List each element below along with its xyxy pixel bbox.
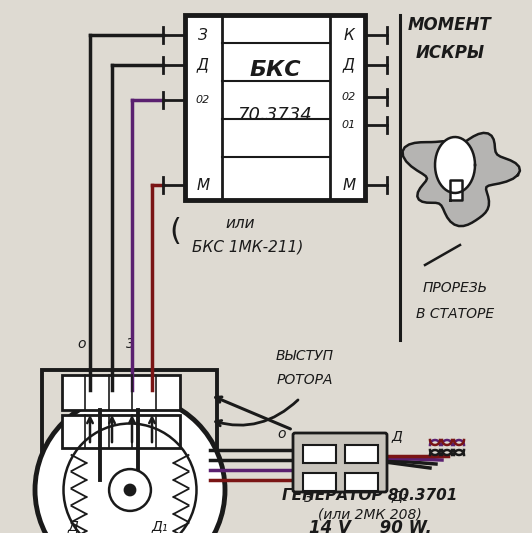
- Text: о: о: [278, 427, 286, 441]
- Text: БКС 1МК-211): БКС 1МК-211): [192, 240, 304, 255]
- Bar: [62, 415, 180, 448]
- Bar: [345, 473, 378, 491]
- Polygon shape: [403, 133, 520, 226]
- Circle shape: [35, 395, 225, 533]
- Text: 01: 01: [342, 120, 356, 130]
- Text: РОТОРА: РОТОРА: [277, 373, 333, 387]
- Text: Д: Д: [197, 58, 209, 72]
- Text: (: (: [169, 217, 181, 246]
- Text: 14 V     90 W.: 14 V 90 W.: [309, 519, 431, 533]
- Text: М: М: [196, 177, 210, 192]
- Text: ВЫСТУП: ВЫСТУП: [276, 349, 334, 363]
- Bar: [345, 445, 378, 463]
- Text: БКС: БКС: [249, 60, 301, 80]
- Text: 3: 3: [304, 491, 312, 505]
- Circle shape: [109, 469, 151, 511]
- Text: Д₁: Д₁: [152, 519, 168, 533]
- Text: Д: Д: [392, 429, 402, 443]
- Text: М: М: [343, 177, 355, 192]
- Text: К: К: [344, 28, 354, 43]
- Bar: [303, 473, 336, 491]
- Polygon shape: [435, 137, 475, 193]
- Text: В СТАТОРЕ: В СТАТОРЕ: [416, 307, 494, 321]
- Circle shape: [124, 484, 136, 496]
- Text: 02: 02: [196, 95, 210, 105]
- Text: 70.3734: 70.3734: [238, 106, 312, 124]
- Text: ИСКРЫ: ИСКРЫ: [415, 44, 485, 62]
- Bar: [185, 15, 365, 200]
- Text: Д: Д: [68, 519, 78, 533]
- Text: о: о: [78, 337, 86, 351]
- Polygon shape: [450, 180, 462, 200]
- Text: МОМЕНТ: МОМЕНТ: [408, 16, 492, 34]
- Bar: [62, 375, 180, 410]
- FancyBboxPatch shape: [293, 433, 387, 492]
- Text: Д: Д: [343, 58, 355, 72]
- Bar: [303, 445, 336, 463]
- Text: 3: 3: [126, 337, 135, 351]
- Text: 02: 02: [342, 92, 356, 102]
- Text: ПРОРЕЗЬ: ПРОРЕЗЬ: [422, 281, 487, 295]
- Text: Д₁: Д₁: [392, 489, 408, 503]
- Text: или: или: [225, 216, 255, 231]
- Text: (или 2МК 208): (или 2МК 208): [318, 507, 422, 521]
- Text: З: З: [198, 28, 208, 43]
- Bar: [42, 370, 217, 480]
- Text: ГЕНЕРАТОР 80.3701: ГЕНЕРАТОР 80.3701: [282, 488, 458, 503]
